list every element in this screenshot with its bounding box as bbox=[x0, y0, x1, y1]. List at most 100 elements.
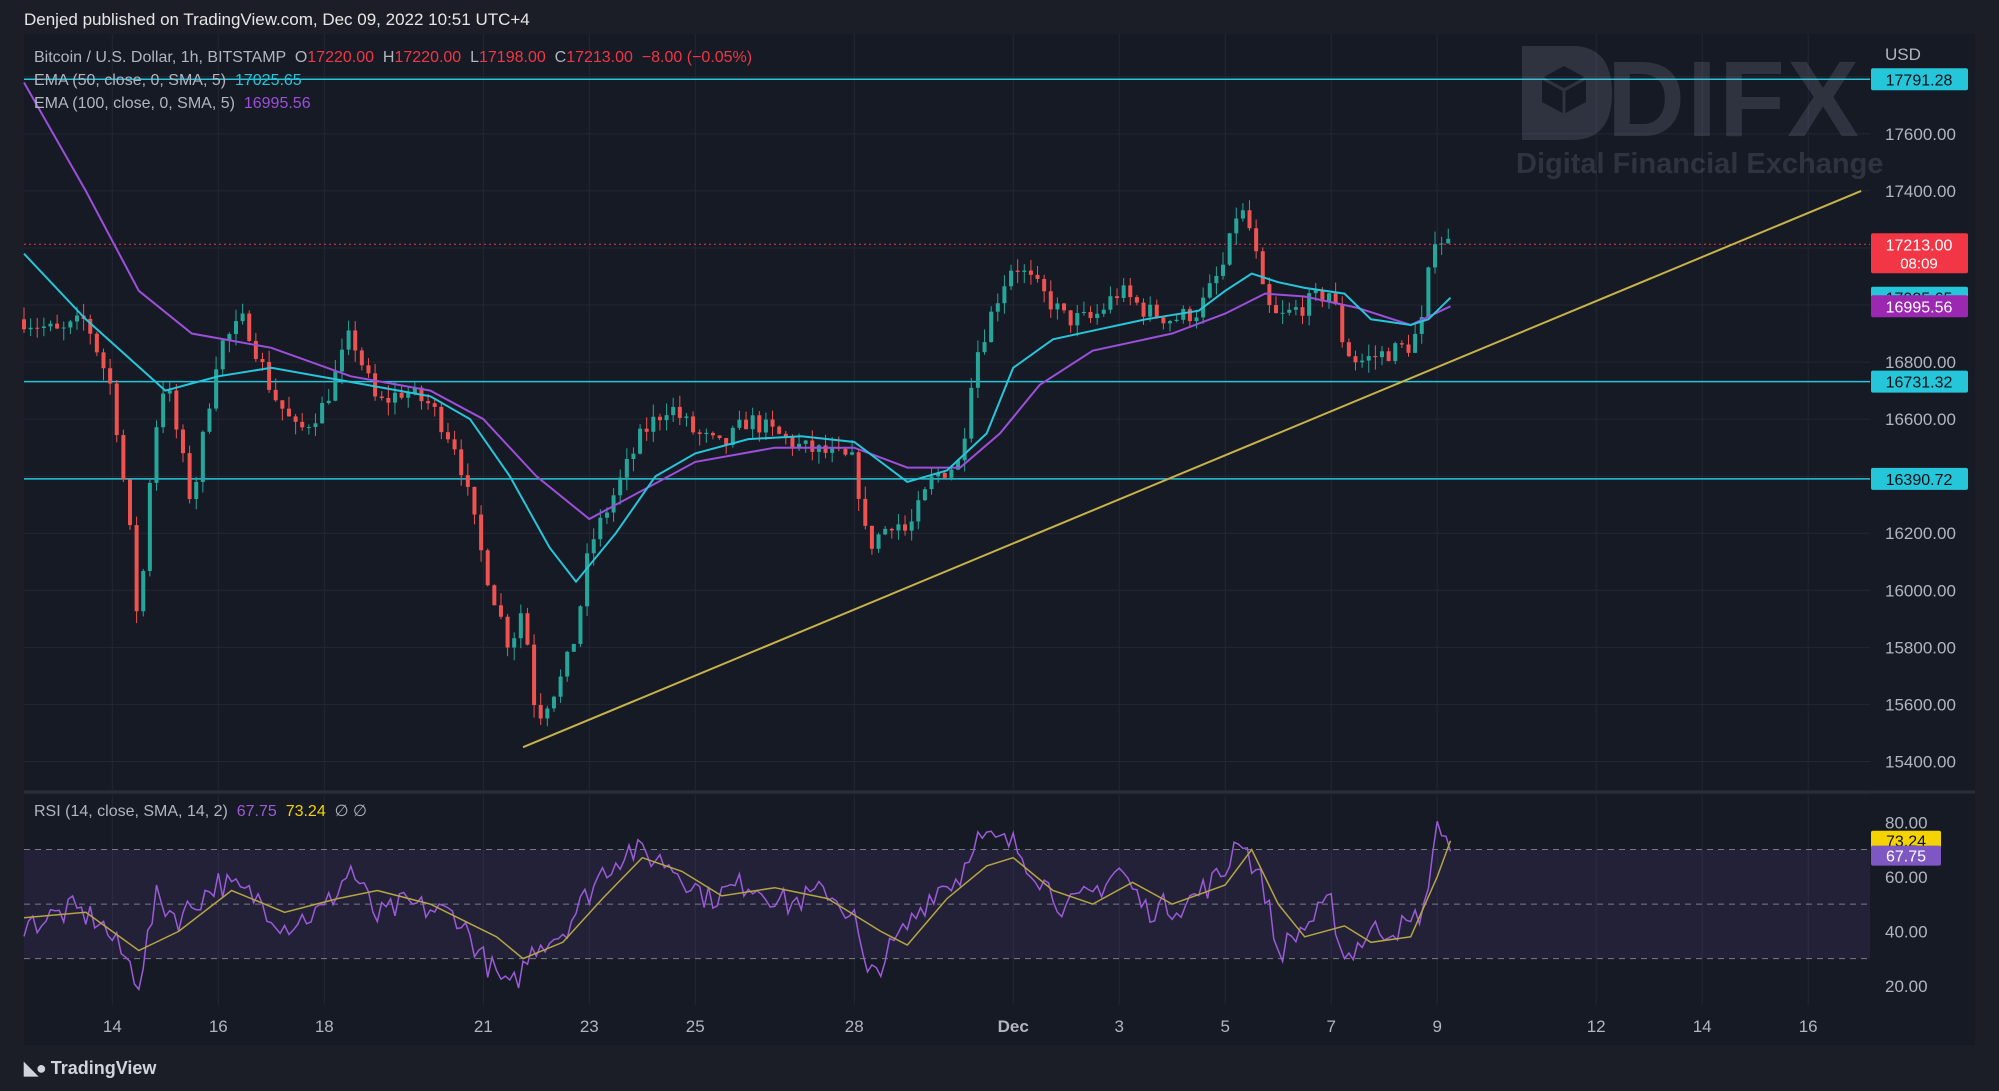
candle-body bbox=[565, 651, 570, 677]
trendline bbox=[522, 189, 1862, 749]
candle-body bbox=[1048, 291, 1053, 310]
watermark-title: DIFX bbox=[1607, 38, 1862, 159]
candle-body bbox=[1194, 317, 1199, 322]
time-tick-label: 25 bbox=[686, 1017, 705, 1036]
candle-body bbox=[909, 521, 914, 531]
candle-body bbox=[432, 403, 437, 407]
candle-body bbox=[22, 319, 26, 330]
candle-body bbox=[1015, 270, 1020, 272]
time-tick-label: 18 bbox=[315, 1017, 334, 1036]
candle-body bbox=[68, 321, 73, 328]
time-axis bbox=[24, 1005, 1975, 1045]
ema100-legend-row[interactable]: EMA (100, close, 0, SMA, 5) 16995.56 bbox=[34, 92, 752, 115]
candle-body bbox=[1028, 270, 1033, 275]
high-value: 17220.00 bbox=[394, 49, 462, 66]
price-axis-label-text: 17213.00 bbox=[1886, 237, 1953, 254]
time-tick-label: Dec bbox=[998, 1017, 1029, 1036]
candle-body bbox=[1095, 313, 1100, 319]
time-tick-label: 21 bbox=[474, 1017, 493, 1036]
ema50-legend-row[interactable]: EMA (50, close, 0, SMA, 5) 17025.65 bbox=[34, 69, 752, 92]
price-axis-label-text: 16390.72 bbox=[1886, 472, 1953, 489]
close-label: C bbox=[554, 49, 567, 66]
candle-body bbox=[465, 475, 470, 487]
candle-body bbox=[1121, 285, 1126, 299]
candle-body bbox=[306, 427, 311, 429]
candle-body bbox=[326, 400, 331, 403]
candle-body bbox=[982, 342, 987, 353]
price-axis-label bbox=[1871, 467, 1968, 490]
candle-body bbox=[1068, 310, 1073, 326]
price-tick-label: 16800.00 bbox=[1885, 353, 1956, 372]
candle-body bbox=[313, 423, 318, 428]
candle-body bbox=[1247, 210, 1252, 229]
candle-body bbox=[366, 365, 371, 374]
candle-body bbox=[498, 605, 503, 617]
candle-body bbox=[267, 362, 272, 390]
candle-body bbox=[273, 389, 278, 401]
candle-body bbox=[783, 433, 788, 438]
open-value: 17220.00 bbox=[307, 49, 375, 66]
candle-body bbox=[359, 350, 364, 366]
candle-body bbox=[114, 383, 119, 436]
candle-body bbox=[823, 445, 828, 453]
candle-body bbox=[757, 415, 762, 433]
candle-body bbox=[1075, 313, 1080, 326]
candle-body bbox=[797, 443, 802, 448]
candle-body bbox=[35, 327, 40, 329]
candle-body bbox=[1406, 344, 1411, 353]
candle-body bbox=[1346, 342, 1351, 357]
price-axis-label-text: 16995.56 bbox=[1886, 299, 1953, 316]
candle-body bbox=[180, 429, 185, 454]
candle-body bbox=[803, 440, 808, 444]
candle-body bbox=[949, 469, 954, 478]
candle-body bbox=[995, 303, 1000, 312]
candle-body bbox=[1062, 303, 1067, 311]
open-label: O bbox=[294, 49, 308, 66]
ohlc-row[interactable]: Bitcoin / U.S. Dollar, 1h, BITSTAMP O172… bbox=[34, 46, 752, 69]
candle-body bbox=[604, 512, 609, 518]
tradingview-brand[interactable]: ◣● TradingView bbox=[24, 1058, 156, 1079]
candle-body bbox=[233, 321, 238, 335]
candle-body bbox=[412, 387, 417, 394]
candle-body bbox=[485, 550, 490, 586]
candle-body bbox=[1287, 309, 1292, 313]
candle-body bbox=[220, 340, 225, 370]
candle-body bbox=[1360, 360, 1365, 363]
time-tick-label: 16 bbox=[1799, 1017, 1818, 1036]
candle-body bbox=[280, 400, 285, 409]
candle-body bbox=[651, 416, 656, 432]
candle-body bbox=[253, 340, 258, 359]
candle-body bbox=[929, 476, 934, 490]
price-tick-label: 16600.00 bbox=[1885, 410, 1956, 429]
candle-body bbox=[187, 453, 192, 499]
candle-body bbox=[1055, 303, 1060, 310]
candle-body bbox=[94, 333, 99, 353]
ema100-value: 16995.56 bbox=[243, 95, 311, 112]
candle-body bbox=[194, 481, 199, 499]
rsi-sma-line bbox=[23, 840, 1452, 960]
symbol-legend: Bitcoin / U.S. Dollar, 1h, BITSTAMP O172… bbox=[34, 46, 752, 115]
rsi-label: RSI (14, close, SMA, 14, 2) bbox=[34, 803, 228, 820]
candle-body bbox=[551, 696, 556, 709]
candle-body bbox=[452, 439, 457, 450]
candle-body bbox=[1399, 343, 1404, 345]
candle-body bbox=[518, 613, 523, 639]
candle-body bbox=[1366, 356, 1371, 361]
candle-body bbox=[240, 313, 245, 322]
candle-body bbox=[286, 408, 291, 417]
candle-body bbox=[88, 318, 93, 334]
price-tick-label: 15800.00 bbox=[1885, 638, 1956, 657]
candle-body bbox=[1380, 351, 1385, 358]
time-tick-label: 14 bbox=[1693, 1017, 1712, 1036]
candle-body bbox=[638, 428, 643, 454]
candle-body bbox=[1254, 228, 1259, 252]
publish-info: Denjed published on TradingView.com, Dec… bbox=[24, 10, 530, 29]
candle-body bbox=[883, 528, 888, 535]
currency-label: USD bbox=[1885, 45, 1921, 64]
candle-body bbox=[426, 401, 431, 404]
candle-body bbox=[1293, 307, 1298, 310]
rsi-legend[interactable]: RSI (14, close, SMA, 14, 2) 67.75 73.24 … bbox=[34, 801, 367, 821]
candle-body bbox=[512, 638, 517, 648]
candle-body bbox=[1134, 297, 1139, 303]
